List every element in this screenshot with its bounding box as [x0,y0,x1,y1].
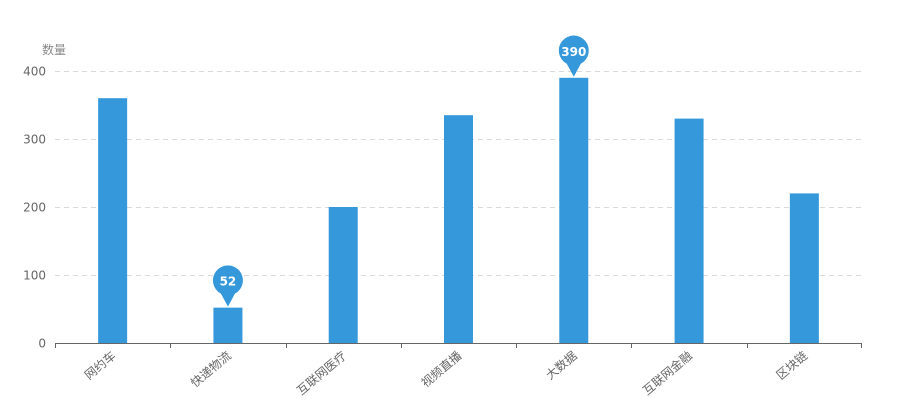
y-tick-label: 0 [38,337,46,351]
y-axis-unit-label: 数量 [42,42,66,57]
y-tick-label: 200 [23,201,46,215]
x-tick-label: 互联网医疗 [294,349,349,398]
x-tick-label: 互联网金融 [639,348,695,398]
bar-7 [789,193,819,343]
y-tick-label: 100 [23,269,46,283]
marker-pin-min [212,265,243,307]
bar-1 [98,98,128,343]
bar-4 [444,115,473,343]
x-tick-label: 视频直播 [418,348,464,390]
x-tick-label: 区块链 [773,348,810,383]
y-tick-label: 300 [23,133,46,147]
axis-layer: 0 100 200 300 400 网约车 快递物流 互联网医疗 视频直播 大数据 互联网金融 区块链 [23,65,862,398]
bar-2 [213,307,243,343]
marker-label-min: 52 [220,275,237,289]
marker-pin-max [558,35,589,77]
bar-3 [328,207,358,343]
bar-layer [98,77,819,344]
x-tick-label: 快递物流 [188,349,234,391]
marker-label-max: 390 [561,45,586,59]
x-tick-label: 大数据 [542,348,579,383]
y-tick-label: 400 [23,65,46,79]
x-tick-label: 网约车 [81,348,118,383]
bar-5 [559,77,589,344]
marker-layer: 390 52 [212,35,589,307]
bar-6 [674,118,704,343]
